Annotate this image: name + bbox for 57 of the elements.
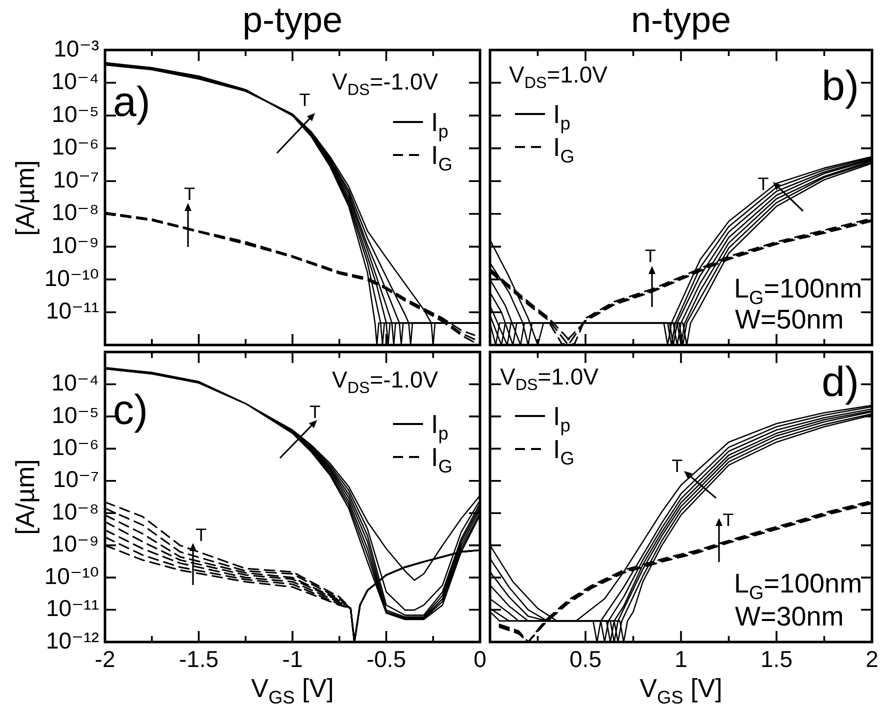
annotation: L$_{G}$=100nm — [734, 568, 862, 604]
y-tick-label: 10⁻³ — [54, 35, 100, 62]
annotation: T — [299, 90, 310, 110]
chart-title: p-type — [242, 0, 343, 40]
annotation: b) — [822, 62, 859, 109]
y-tick-label: 10⁻⁷ — [52, 166, 99, 192]
y-axis-title: [A/µm] — [10, 459, 40, 535]
annotation: d) — [822, 358, 859, 405]
annotation: a) — [113, 78, 150, 125]
x-tick-label: 1.5 — [760, 646, 792, 672]
legend-label: I$_{p}$ — [431, 107, 448, 142]
y-tick-label: 10⁻¹⁰ — [44, 264, 99, 291]
y-tick-label: 10⁻⁷ — [52, 466, 99, 492]
annotation: c) — [113, 386, 148, 433]
legend-label: I$_{p}$ — [553, 99, 570, 134]
annotation: V$_{DS}$=1.0V — [500, 364, 598, 394]
annotation: V$_{DS}$=1.0V — [509, 62, 608, 92]
annotation: T — [196, 525, 207, 546]
x-axis-title: V$_{GS}$ [V] — [251, 673, 334, 708]
y-tick-label: 10⁻⁸ — [52, 498, 99, 524]
annotation: T — [672, 456, 683, 476]
x-tick-label: -0.5 — [366, 646, 406, 672]
legend-label: I$_{p}$ — [553, 401, 570, 436]
x-tick-label: 1 — [674, 646, 688, 672]
annotation: T — [722, 510, 734, 530]
annotation: T — [184, 184, 195, 204]
legend-label: I$_{G}$ — [553, 132, 574, 166]
x-axis-title: V$_{GS}$ [V] — [640, 673, 722, 708]
y-tick-label: 10⁻⁴ — [51, 370, 99, 396]
y-axis-title: [A/µm] — [10, 160, 40, 236]
y-tick-label: 10⁻⁴ — [51, 68, 99, 94]
x-tick-label: 0.5 — [570, 646, 602, 672]
annotation: T — [310, 402, 320, 422]
y-tick-label: 10⁻¹⁰ — [44, 562, 99, 589]
y-tick-label: 10⁻⁶ — [52, 134, 99, 160]
annotation: T — [644, 246, 656, 266]
chart-title: n-type — [630, 0, 732, 40]
y-tick-label: 10⁻¹¹ — [46, 298, 100, 324]
annotation: V$_{DS}$=-1.0V — [332, 68, 438, 100]
annotation: W=30nm — [735, 602, 844, 632]
legend-label: I$_{p}$ — [431, 409, 448, 444]
y-tick-label: 10⁻⁶ — [52, 434, 99, 460]
y-tick-label: 10⁻¹¹ — [46, 595, 100, 622]
legend-label: I$_{G}$ — [431, 442, 452, 476]
annotation: T — [758, 174, 769, 194]
annotation: V$_{DS}$=-1.0V — [332, 366, 438, 398]
y-tick-label: 10⁻⁵ — [52, 402, 99, 428]
x-tick-label: 2 — [866, 646, 878, 672]
y-tick-label: 10⁻⁸ — [52, 199, 99, 226]
y-tick-label: 10⁻⁵ — [52, 100, 99, 127]
x-tick-label: 0 — [474, 646, 486, 672]
legend-label: I$_{G}$ — [553, 434, 574, 468]
x-tick-label: -1 — [282, 646, 303, 672]
y-tick-label: 10⁻⁹ — [51, 232, 99, 258]
y-tick-label: 10⁻⁹ — [51, 530, 99, 557]
x-tick-label: -1.5 — [178, 646, 219, 672]
legend-label: I$_{G}$ — [431, 140, 452, 174]
